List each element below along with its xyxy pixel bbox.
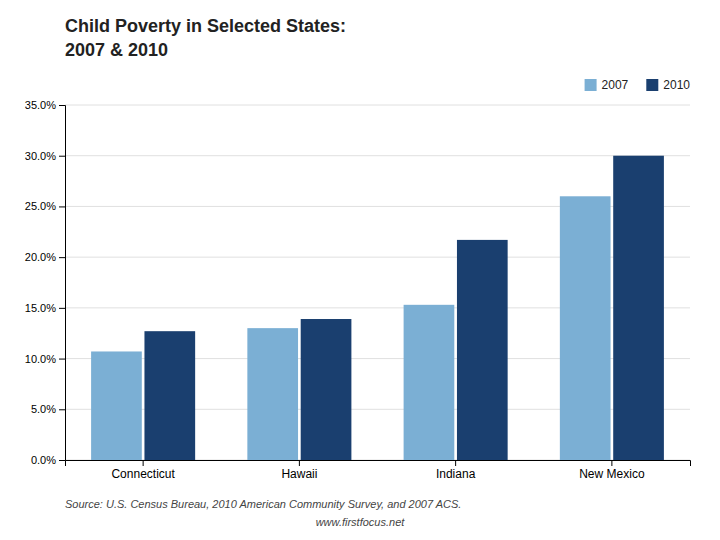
annotation: Source: U.S. Census Bureau, 2010 America… bbox=[65, 498, 461, 510]
y-tick: 25.0% bbox=[25, 200, 65, 212]
y-tick: 30.0% bbox=[25, 150, 65, 162]
y-tick-mark bbox=[59, 460, 65, 461]
y-tick: 10.0% bbox=[25, 353, 65, 365]
y-tick: 35.0% bbox=[25, 99, 65, 111]
bar bbox=[613, 156, 664, 460]
x-tick-mark bbox=[455, 460, 456, 466]
y-tick-mark bbox=[59, 156, 65, 157]
legend: 2007 2010 bbox=[585, 78, 691, 92]
y-tick-label: 25.0% bbox=[25, 200, 56, 212]
bar bbox=[301, 319, 352, 460]
x-tick-mark bbox=[299, 460, 300, 466]
x-tick-label: New Mexico bbox=[579, 467, 645, 481]
y-tick: 20.0% bbox=[25, 251, 65, 263]
title: Child Poverty in Selected States: bbox=[65, 16, 346, 36]
grid-line bbox=[65, 155, 690, 156]
plot: 0.0% 5.0% 10.0% 15.0% 20.0% 25.0% 30.0% 35.0% Co… bbox=[25, 99, 691, 481]
bar bbox=[457, 240, 508, 460]
x-tick-mark bbox=[143, 460, 144, 466]
annotation: www.firstfocus.net bbox=[316, 516, 406, 528]
y-tick-mark bbox=[59, 257, 65, 258]
y-tick-mark bbox=[59, 206, 65, 207]
y-axis-line bbox=[59, 106, 66, 461]
y-tick-label: 5.0% bbox=[31, 403, 56, 415]
x-tick-label: Indiana bbox=[436, 467, 476, 481]
x-tick: Connecticut bbox=[111, 460, 175, 481]
x-tick-mark bbox=[611, 460, 612, 466]
y-tick-mark bbox=[59, 359, 65, 360]
x-tick: Indiana bbox=[436, 460, 476, 481]
y-tick-mark bbox=[59, 409, 65, 410]
y-tick-mark bbox=[59, 308, 65, 309]
bar bbox=[247, 328, 298, 460]
legend-label: 2010 bbox=[663, 78, 690, 92]
y-tick-label: 10.0% bbox=[25, 353, 56, 365]
legend-label: 2007 bbox=[602, 78, 629, 92]
x-tick-label: Hawaii bbox=[281, 467, 317, 481]
bar bbox=[404, 305, 455, 460]
grid-line bbox=[65, 105, 690, 106]
bar bbox=[560, 196, 611, 460]
grid bbox=[65, 105, 690, 460]
y-tick-label: 20.0% bbox=[25, 251, 56, 263]
x-axis-line bbox=[66, 461, 691, 467]
x-tick: Hawaii bbox=[281, 460, 317, 481]
x-axis: Connecticut Hawaii Indiana New Mexico bbox=[66, 460, 691, 481]
y-tick-label: 30.0% bbox=[25, 150, 56, 162]
subtitle: 2007 & 2010 bbox=[65, 40, 168, 60]
y-tick-label: 15.0% bbox=[25, 302, 56, 314]
y-tick: 15.0% bbox=[25, 302, 65, 314]
y-tick: 0.0% bbox=[31, 454, 65, 466]
y-axis: 0.0% 5.0% 10.0% 15.0% 20.0% 25.0% 30.0% 35.0% bbox=[25, 99, 66, 466]
y-tick-label: 35.0% bbox=[25, 99, 56, 111]
bar bbox=[144, 331, 195, 460]
bar bbox=[91, 351, 142, 460]
legend-item: 2007 bbox=[585, 78, 629, 92]
legend-swatch bbox=[585, 79, 597, 91]
x-tick: New Mexico bbox=[579, 460, 645, 481]
x-tick-label: Connecticut bbox=[111, 467, 175, 481]
y-tick-mark bbox=[59, 105, 65, 106]
chart: Child Poverty in Selected States: 2007 & … bbox=[0, 0, 720, 540]
legend-item: 2010 bbox=[646, 78, 690, 92]
bars bbox=[91, 156, 664, 460]
y-tick: 5.0% bbox=[31, 403, 65, 415]
legend-swatch bbox=[646, 79, 658, 91]
y-tick-label: 0.0% bbox=[31, 454, 56, 466]
